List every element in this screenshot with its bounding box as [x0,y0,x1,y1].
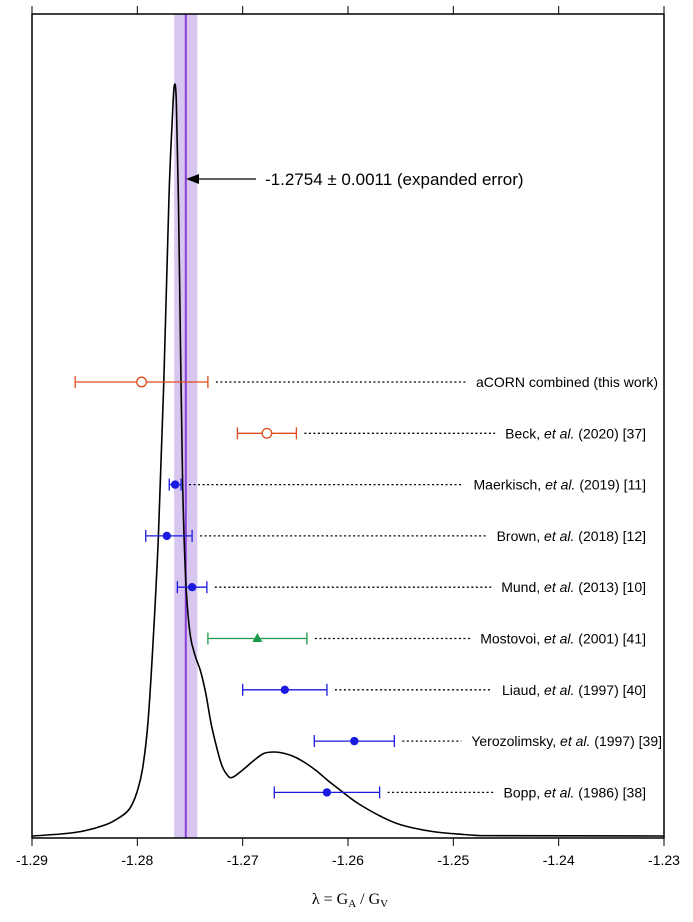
x-tick-label: -1.25 [437,852,469,868]
experiment-row: aCORN combined (this work) [74,374,658,390]
x-tick-label: -1.28 [121,852,153,868]
experiment-label: aCORN combined (this work) [476,374,658,390]
x-tick-label: -1.23 [648,852,680,868]
data-point-circle [170,480,180,489]
data-point-circle [162,531,172,541]
data-point-circle [187,583,197,592]
experiment-label: Maerkisch, et al. (2019) [11] [474,477,647,493]
distribution-layer [31,83,665,837]
experiment-label: Liaud, et al. (1997) [40] [502,682,646,698]
experiment-label: Beck, et al. (2020) [37] [505,425,646,441]
annotation-arrowhead-icon [186,174,199,184]
experiment-row: Bopp, et al. (1986) [38] [273,784,646,800]
experiment-label: Bopp, et al. (1986) [38] [504,784,646,800]
band-layer [174,14,198,838]
x-tick-label: -1.27 [227,852,259,868]
experiments-layer: aCORN combined (this work) Beck, et al. (… [74,374,662,800]
experiment-row: Brown, et al. (2018) [12] [145,528,646,544]
data-point-circle [280,685,289,694]
experiment-row: Mund, et al. (2013) [10] [176,579,646,595]
experiment-row: Mostovoi, et al. (2001) [41] [207,631,646,647]
data-point-circle [322,788,332,797]
x-axis-label: λ = GA / GV [312,891,388,910]
x-tick-label: -1.29 [16,852,48,868]
experiment-row: Liaud, et al. (1997) [40] [242,682,646,698]
experiment-row: Maerkisch, et al. (2019) [11] [168,477,647,493]
data-point-open-circle [136,376,147,388]
experiment-label: Mund, et al. (2013) [10] [501,579,646,595]
annotation: -1.2754 ± 0.0011 (expanded error) [186,170,524,189]
x-tick-label: -1.26 [332,852,364,868]
x-tick-label: -1.24 [543,852,575,868]
experiment-label: Mostovoi, et al. (2001) [41] [480,631,646,647]
annotation-text: -1.2754 ± 0.0011 (expanded error) [265,170,524,189]
experiment-row: Yerozolimsky, et al. (1997) [39] [313,733,662,749]
data-point-open-circle [261,427,273,439]
experiment-label: Brown, et al. (2018) [12] [497,528,646,544]
data-point-circle [350,736,359,746]
experiment-row: Beck, et al. (2020) [37] [236,425,646,441]
experiment-label: Yerozolimsky, et al. (1997) [39] [471,733,662,749]
probability-curve [31,83,665,837]
data-point-triangle [252,633,263,642]
axis-ticks: -1.29 -1.28 -1.27 -1.26 -1.25 -1.24 -1.23 [16,6,680,868]
